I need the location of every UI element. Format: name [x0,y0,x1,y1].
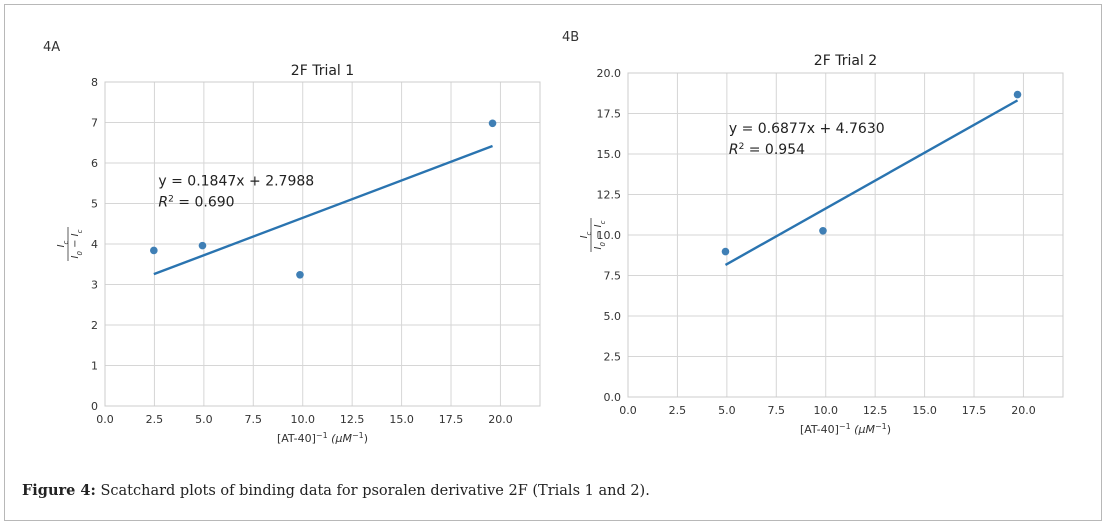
y-axis-label-denominator: I0 − Ic [593,220,607,249]
y-tick-label: 0 [91,400,98,413]
x-tick-label: 5.0 [195,413,213,426]
y-tick-label: 10.0 [597,229,622,242]
y-tick-label: 12.5 [597,189,622,202]
data-point [1013,90,1022,99]
y-tick-label: 20.0 [597,67,622,80]
y-tick-label: 8 [91,76,98,89]
data-point [721,247,730,256]
x-tick-label: 17.5 [962,404,987,417]
x-tick-label: 2.5 [146,413,164,426]
chart-2: 0.0 2.5 5.0 7.5 10.0 12.5 15.0 17.5 20.0 0.0 2.5 5.… [579,53,1064,437]
x-tick-label: 5.0 [718,404,736,417]
data-point [819,226,827,235]
panel-label-4b: 4B [562,30,580,45]
x-tick-label: 7.5 [768,404,786,417]
caption-figure-number: Figure 4: [22,482,96,499]
y-tick-label: 6 [91,157,98,170]
x-tick-label: 7.5 [245,413,263,426]
regression-line [153,144,493,276]
chart-title: 2F Trial 2 [814,53,877,69]
y-tick-label: 5 [91,198,98,211]
y-tick-label: 2.5 [604,351,622,364]
chart-1: 0.0 2.5 5.0 7.5 10.0 12.5 15.0 17.5 20.0 0 1 2 3 4 5 6 7… [56,63,541,446]
data-point [296,270,304,279]
y-tick-label: 3 [91,279,98,292]
plot-border [627,72,1064,398]
x-tick-label: 15.0 [389,413,414,426]
figure-caption: Figure 4: Scatchard plots of binding dat… [22,482,650,499]
x-tick-label: 15.0 [912,404,937,417]
x-tick-label: 20.0 [1011,404,1036,417]
r-squared-value: R2 = 0.954 [729,142,805,158]
x-axis-label: [AT-40]−1 (μM−1) [800,422,891,437]
data-point [198,241,207,250]
caption-text: Scatchard plots of binding data for psor… [95,483,650,499]
y-tick-label: 4 [91,238,98,251]
y-tick-label: 2 [91,319,98,332]
y-tick-label: 17.5 [597,108,622,121]
data-point [488,119,497,128]
y-tick-label: 7.5 [604,270,622,283]
x-tick-label: 2.5 [669,404,687,417]
x-axis-label: [AT-40]−1 (μM−1) [277,431,368,446]
data-point [150,246,158,255]
x-tick-label: 10.0 [290,413,315,426]
x-tick-label: 17.5 [439,413,464,426]
figure-frame [4,4,1102,521]
panel-label-4a: 4A [43,40,61,55]
x-tick-label: 12.5 [340,413,365,426]
regression-equation: y = 0.1847x + 2.7988 [158,173,314,189]
x-tick-label: 20.0 [488,413,513,426]
y-tick-label: 5.0 [604,310,622,323]
y-axis-label-numerator: Ic [579,231,593,238]
chart-title: 2F Trial 1 [291,63,354,79]
plot-border [104,81,541,407]
y-tick-label: 7 [91,117,98,130]
y-tick-label: 15.0 [597,148,622,161]
regression-line [724,99,1019,266]
y-tick-label: 1 [91,360,98,373]
r-squared-value: R2 = 0.690 [158,194,234,210]
x-tick-label: 0.0 [96,413,114,426]
y-axis-label-denominator: I0 − Ic [70,229,84,258]
x-tick-label: 12.5 [863,404,888,417]
y-axis-label-numerator: Ic [56,240,70,247]
x-tick-label: 10.0 [813,404,838,417]
regression-equation: y = 0.6877x + 4.7630 [729,121,885,137]
y-tick-label: 0.0 [604,391,622,404]
x-tick-label: 0.0 [619,404,637,417]
